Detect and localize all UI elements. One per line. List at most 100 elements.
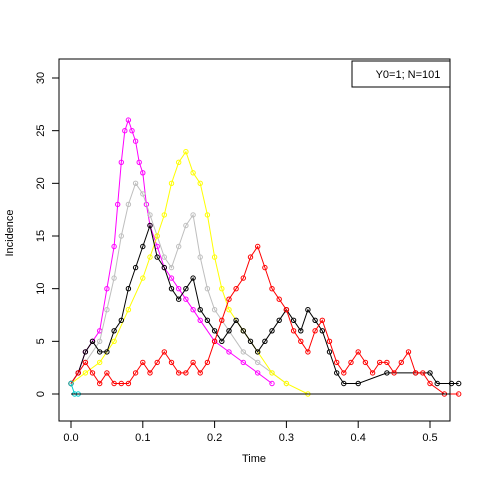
data-point	[240, 328, 247, 334]
data-point	[183, 370, 189, 376]
data-point	[197, 317, 203, 323]
data-point	[89, 370, 96, 376]
data-point	[140, 359, 146, 366]
data-point	[219, 338, 225, 344]
data-point	[125, 286, 132, 292]
data-point	[147, 370, 153, 376]
data-point	[132, 180, 139, 187]
series-line	[70, 150, 309, 395]
data-point	[197, 180, 203, 187]
series-line	[70, 245, 459, 395]
data-point	[355, 349, 361, 355]
data-point	[176, 243, 182, 250]
data-point	[262, 338, 268, 344]
series-3	[68, 149, 311, 397]
data-point	[154, 233, 160, 239]
data-point	[341, 370, 347, 376]
data-point	[132, 370, 139, 376]
data-point	[427, 370, 433, 376]
data-point	[233, 317, 239, 323]
data-point	[456, 391, 462, 397]
y-tick-label: 25	[35, 125, 47, 137]
data-point	[420, 370, 426, 376]
data-point	[247, 254, 254, 260]
data-point	[219, 286, 225, 292]
data-point	[168, 180, 175, 187]
data-point	[147, 254, 153, 260]
data-point	[326, 349, 333, 355]
data-point	[233, 286, 239, 292]
data-point	[298, 338, 304, 344]
y-axis-label: Incidence	[4, 209, 16, 256]
data-point	[82, 359, 89, 366]
data-point	[219, 317, 225, 323]
data-point	[269, 328, 275, 334]
data-point	[405, 349, 412, 355]
data-point	[226, 349, 232, 355]
data-point	[125, 201, 132, 208]
x-axis-label: Time	[242, 453, 266, 465]
data-point	[319, 317, 325, 323]
data-point	[183, 286, 189, 292]
data-point	[290, 328, 297, 334]
data-point	[154, 359, 160, 366]
data-point	[348, 359, 354, 366]
data-point	[334, 370, 340, 376]
data-point	[183, 149, 189, 155]
data-point	[255, 349, 261, 355]
data-point	[412, 370, 419, 376]
data-point	[247, 338, 254, 344]
data-point	[97, 380, 103, 387]
y-tick-label: 0	[35, 391, 47, 397]
data-point	[255, 359, 261, 366]
data-point	[140, 170, 146, 176]
y-tick-label: 5	[35, 338, 47, 344]
x-tick-label: 0.2	[207, 432, 222, 444]
x-tick-label: 0.0	[63, 432, 78, 444]
data-point	[140, 243, 146, 250]
data-point	[104, 370, 110, 376]
data-point	[384, 359, 390, 366]
series-2	[68, 180, 290, 387]
data-point	[125, 117, 132, 123]
data-point	[262, 264, 268, 271]
data-point	[143, 201, 150, 208]
data-point	[226, 328, 232, 334]
data-point	[176, 296, 182, 302]
data-point	[305, 349, 311, 355]
y-tick-label: 10	[35, 283, 47, 295]
data-point	[391, 370, 397, 376]
data-point	[204, 286, 211, 292]
data-point	[369, 370, 376, 376]
data-point	[448, 380, 455, 387]
data-point	[334, 359, 340, 366]
y-tick-label: 15	[35, 230, 47, 242]
data-point	[68, 380, 74, 387]
data-point	[118, 317, 125, 323]
series-line	[70, 182, 287, 384]
plot-frame	[58, 58, 451, 422]
data-point	[211, 307, 218, 313]
y-tick-label: 20	[35, 177, 47, 189]
data-point	[111, 243, 117, 250]
x-axis: 0.0 0.1 0.2 0.3 0.4 0.5	[63, 420, 438, 444]
data-point	[161, 264, 168, 271]
data-point	[82, 370, 89, 376]
y-axis: 0 5 10 15 20 25 30	[35, 72, 60, 397]
data-point	[341, 380, 347, 387]
data-point	[211, 328, 218, 334]
data-point	[211, 338, 218, 344]
data-point	[384, 370, 390, 376]
data-point	[97, 359, 103, 366]
data-point	[283, 307, 290, 313]
data-point	[305, 307, 311, 313]
data-point	[269, 286, 275, 292]
data-point	[197, 307, 203, 313]
data-point	[255, 370, 261, 376]
data-point	[190, 275, 196, 281]
data-point	[118, 380, 125, 387]
data-point	[190, 359, 196, 366]
data-point	[176, 286, 182, 292]
legend-box	[351, 60, 451, 88]
